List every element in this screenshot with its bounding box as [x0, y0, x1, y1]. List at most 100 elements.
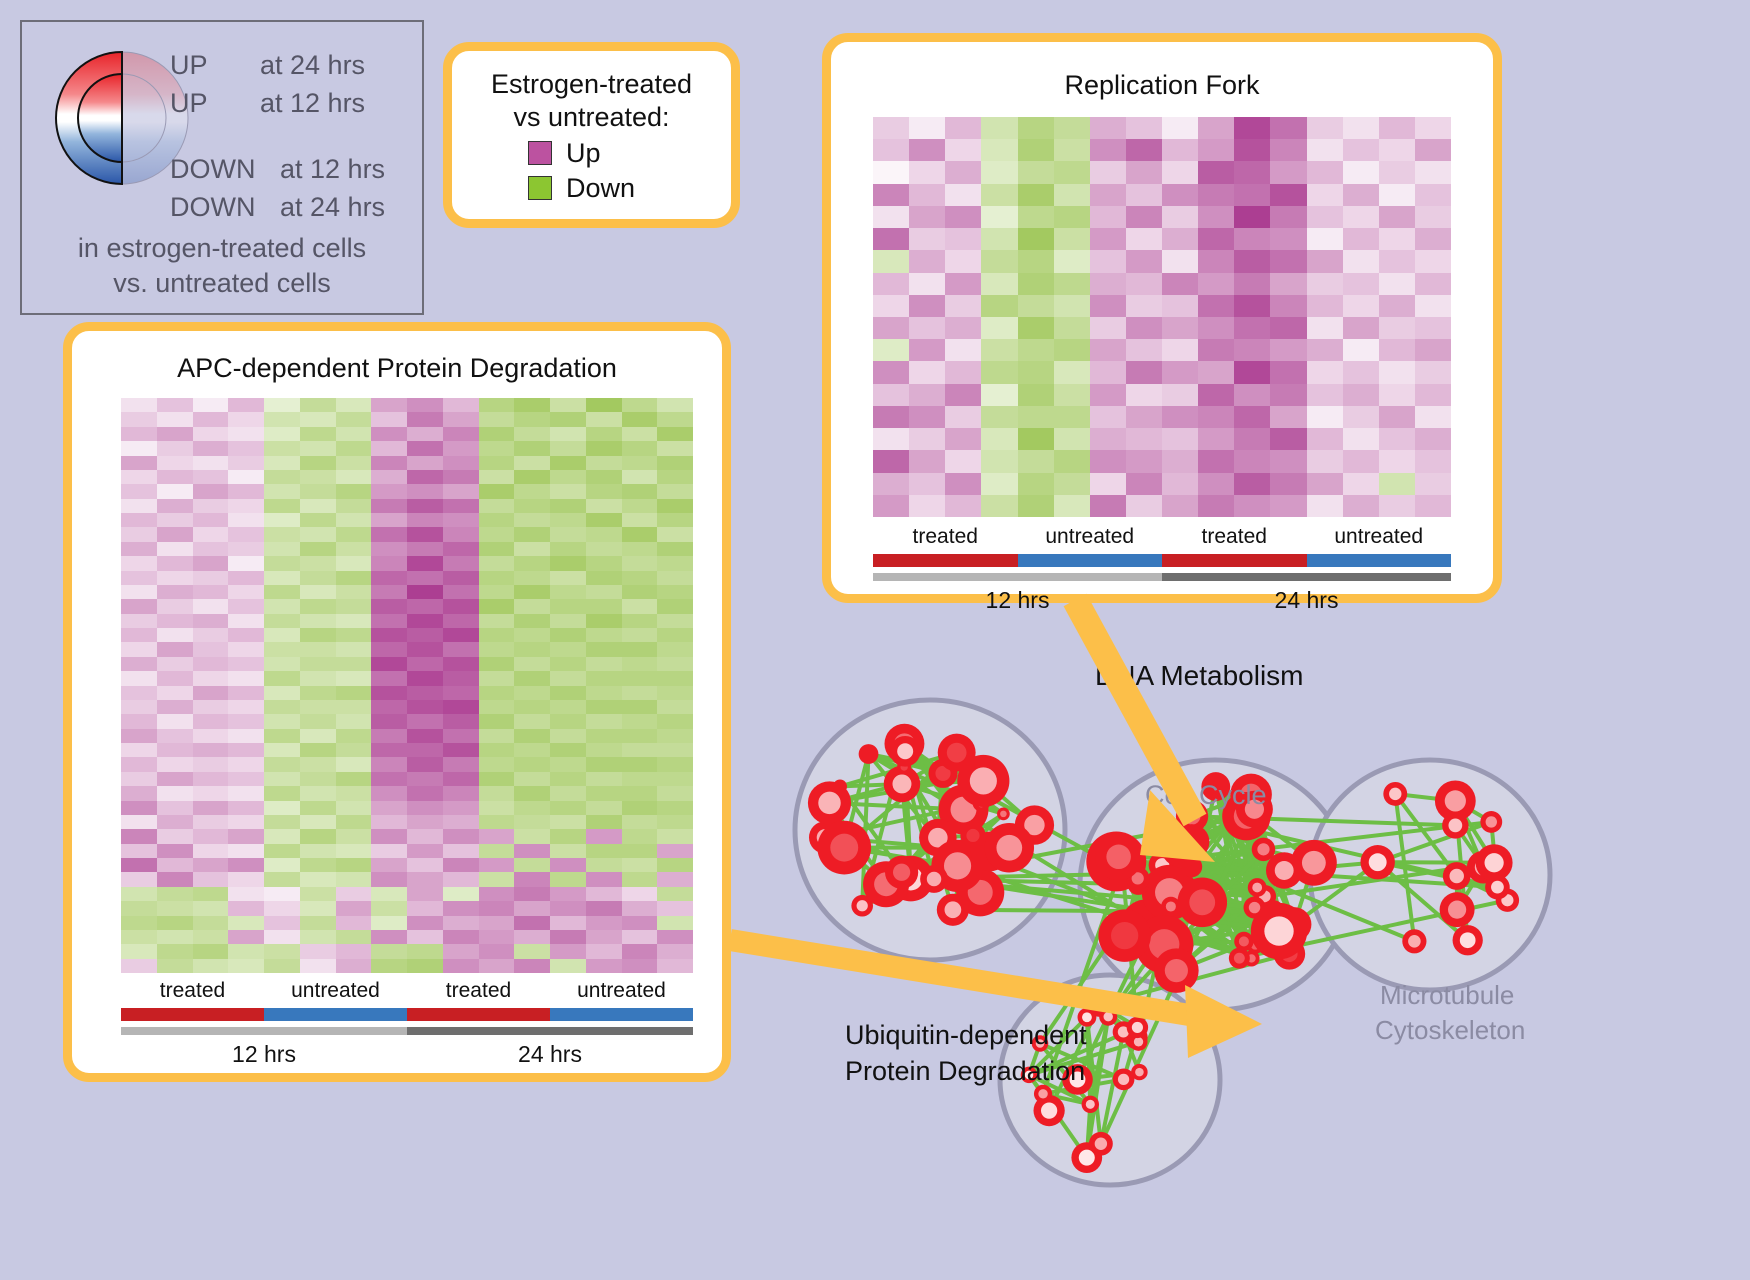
heatmap-cell [443, 599, 479, 613]
heatmap-cell [121, 599, 157, 613]
heatmap-cell [1090, 295, 1126, 317]
network-node[interactable] [859, 744, 879, 764]
heatmap-cell [514, 513, 550, 527]
heatmap-cell [228, 412, 264, 426]
heatmap-cell [1054, 184, 1090, 206]
heatmap-cell [873, 161, 909, 183]
heatmap-cell [1054, 295, 1090, 317]
heatmap-cell [193, 628, 229, 642]
heatmap-cell [443, 671, 479, 685]
heatmap-cell [479, 714, 515, 728]
heatmap-cell [1162, 250, 1198, 272]
heatmap-cell [1018, 295, 1054, 317]
heatmap-cell [586, 959, 622, 973]
heatmap-cell [193, 786, 229, 800]
heatmap-cell [550, 470, 586, 484]
network-node-core [966, 829, 979, 842]
heatmap-cell [622, 513, 658, 527]
heatmap-cell [264, 944, 300, 958]
heatmap-cell [586, 887, 622, 901]
heatmap-cell [945, 495, 981, 517]
heatmap-cell [336, 427, 372, 441]
heatmap-cell [264, 801, 300, 815]
network-node-core [1264, 916, 1293, 945]
heatmap-cell [336, 599, 372, 613]
heatmap-cell [479, 412, 515, 426]
heatmap-cell [909, 317, 945, 339]
heatmap-cell [336, 901, 372, 915]
heatmap-cell [622, 499, 658, 513]
network-node[interactable] [833, 779, 847, 793]
heatmap-cell [443, 470, 479, 484]
heatmap-cell [300, 499, 336, 513]
time-label: 24 hrs [407, 1041, 693, 1068]
heatmap-cell [336, 930, 372, 944]
heatmap-cell [1270, 384, 1306, 406]
heatmap-cell [622, 844, 658, 858]
heatmap-cell [1307, 228, 1343, 250]
heatmap-cell [193, 844, 229, 858]
heatmap-cell [443, 398, 479, 412]
heatmap-cell [443, 456, 479, 470]
heatmap-cell [193, 959, 229, 973]
heatmap-cell [514, 700, 550, 714]
heatmap-cell [371, 456, 407, 470]
heatmap-cell [300, 642, 336, 656]
heatmap-cell [514, 470, 550, 484]
heatmap-cell [157, 499, 193, 513]
heatmap-cell [1054, 406, 1090, 428]
heatmap-cell [336, 398, 372, 412]
heatmap-cell [228, 571, 264, 585]
network-node-core [1369, 853, 1387, 871]
heatmap-cell [443, 829, 479, 843]
network-node-core [1257, 843, 1269, 855]
heatmap-cell [514, 858, 550, 872]
heatmap-cell [443, 959, 479, 973]
heatmap-cell [657, 743, 693, 757]
heatmap-cell [873, 228, 909, 250]
heatmap-cell [228, 686, 264, 700]
wheel-caption-line2: vs. untreated cells [22, 267, 422, 300]
heatmap-cell [371, 872, 407, 886]
heatmap-cell [981, 273, 1017, 295]
heatmap-cell [1415, 495, 1451, 517]
heatmap-cell [981, 406, 1017, 428]
heatmap-cell [657, 671, 693, 685]
heatmap-cell [193, 901, 229, 915]
heatmap-cell [1343, 161, 1379, 183]
heatmap-cell [228, 959, 264, 973]
heatmap-cell [657, 729, 693, 743]
heatmap-cell [228, 844, 264, 858]
heatmap-cell [193, 729, 229, 743]
heatmap-cell [514, 412, 550, 426]
heatmap-cell [121, 614, 157, 628]
heatmap-cell [228, 556, 264, 570]
heatmap-cell [193, 801, 229, 815]
heatmap-cell [981, 250, 1017, 272]
heatmap-cell [407, 829, 443, 843]
heatmap-cell [336, 801, 372, 815]
heatmap-cell [1054, 450, 1090, 472]
heatmap-cell [1234, 184, 1270, 206]
heatmap-cell [121, 513, 157, 527]
heatmap-cell [300, 829, 336, 843]
heatmap-cell [1126, 273, 1162, 295]
heatmap-cell [586, 412, 622, 426]
heatmap-cell [443, 484, 479, 498]
heatmap-cell [336, 499, 372, 513]
heatmap-cell [622, 729, 658, 743]
heatmap-cell [371, 887, 407, 901]
heatmap-cell [586, 585, 622, 599]
heatmap-cell [622, 714, 658, 728]
heatmap-cell [157, 657, 193, 671]
heatmap-cell [657, 801, 693, 815]
heatmap-cell [873, 339, 909, 361]
heatmap-cell [121, 499, 157, 513]
heatmap-cell [657, 916, 693, 930]
heatmap-cell [407, 657, 443, 671]
heatmap-cell [300, 556, 336, 570]
heatmap-cell [300, 930, 336, 944]
heatmap-cell [550, 513, 586, 527]
heatmap-cell [622, 743, 658, 757]
